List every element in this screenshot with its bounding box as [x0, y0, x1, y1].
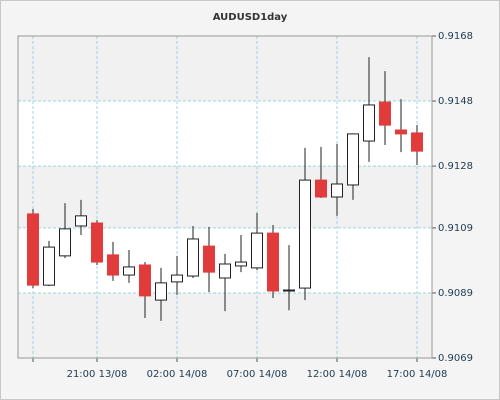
- candle-body: [379, 101, 391, 126]
- plot-frame: [17, 35, 433, 359]
- candle-body: [203, 245, 215, 273]
- x-tick-label: 21:00 13/08: [67, 369, 128, 380]
- candle-body: [75, 215, 87, 227]
- candle-body: [251, 232, 263, 269]
- x-tick-label: 02:00 14/08: [147, 369, 208, 380]
- x-tick-label: 12:00 14/08: [307, 369, 368, 380]
- candle-body: [155, 282, 167, 301]
- candle-body: [267, 232, 279, 292]
- candle-body: [283, 289, 295, 292]
- candle-body: [347, 133, 359, 186]
- y-tick-label: 0.9128: [438, 161, 473, 172]
- candle-body: [59, 228, 71, 257]
- chart-title: AUDUSD1day: [213, 12, 288, 23]
- y-tick-label: 0.9148: [438, 96, 473, 107]
- candle-body: [91, 222, 103, 263]
- candle-body: [187, 238, 199, 277]
- candle-body: [43, 246, 55, 286]
- candle-body: [395, 129, 407, 135]
- candle-body: [315, 179, 327, 198]
- candle-body: [171, 274, 183, 283]
- candle-body: [299, 179, 311, 289]
- y-tick-label: 0.9089: [438, 288, 473, 299]
- candle-body: [363, 104, 375, 142]
- y-tick-label: 0.9168: [438, 31, 473, 42]
- candle-body: [235, 261, 247, 267]
- y-tick-label: 0.9109: [438, 223, 473, 234]
- candle-body: [331, 183, 343, 198]
- candle-body: [123, 266, 135, 276]
- candle-body: [27, 213, 39, 286]
- x-tick-label: 17:00 14/08: [387, 369, 448, 380]
- candle-body: [219, 263, 231, 279]
- candle-body: [139, 264, 151, 297]
- x-tick-label: 07:00 14/08: [227, 369, 288, 380]
- y-tick-label: 0.9069: [438, 353, 473, 364]
- candle-body: [107, 254, 119, 276]
- plot-band: [18, 36, 432, 102]
- candle-body: [411, 132, 423, 152]
